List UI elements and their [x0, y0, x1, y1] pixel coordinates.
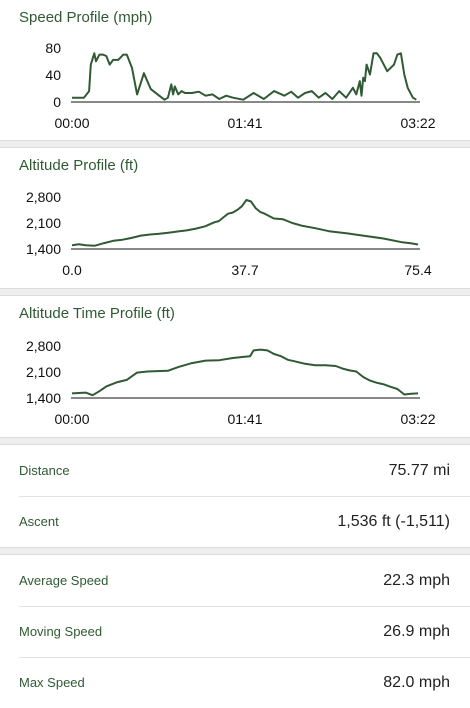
- y-tick-label: 2,800: [26, 338, 61, 354]
- stat-label: Distance: [19, 463, 70, 478]
- stat-row-moving-speed: Moving Speed 26.9 mph: [0, 606, 470, 657]
- altitude-profile-chart: 2,800 2,100 1,400 0.0 37.7 75.4: [26, 189, 432, 278]
- stat-row-distance: Distance 75.77 mi: [0, 445, 470, 496]
- y-tick-label: 2,100: [26, 215, 61, 231]
- x-tick-label: 75.4: [404, 262, 431, 278]
- altitude-time-profile-chart: 2,800 2,100 1,400 00:00 01:41 03:22: [26, 338, 436, 427]
- speed-stats-section: Average Speed 22.3 mph Moving Speed 26.9…: [0, 555, 470, 708]
- chart-title: Altitude Profile (ft): [19, 157, 139, 174]
- y-tick-label: 1,400: [26, 241, 61, 257]
- y-tick-label: 1,400: [26, 390, 61, 406]
- stat-row-max-speed: Max Speed 82.0 mph: [0, 657, 470, 708]
- chart-title: Speed Profile (mph): [19, 9, 153, 26]
- x-tick-label: 0.0: [62, 262, 82, 278]
- y-tick-label: 2,800: [26, 189, 61, 205]
- x-tick-label: 01:41: [227, 115, 262, 131]
- stat-label: Max Speed: [19, 675, 85, 690]
- y-tick-label: 80: [45, 40, 61, 56]
- section-divider: [0, 547, 470, 555]
- stat-value: 26.9 mph: [383, 622, 450, 640]
- section-divider: [0, 437, 470, 445]
- stat-row-ascent: Ascent 1,536 ft (-1,511): [0, 496, 470, 547]
- stat-value: 82.0 mph: [383, 673, 450, 691]
- section-divider: [0, 288, 470, 296]
- stat-label: Moving Speed: [19, 624, 103, 639]
- stat-value: 75.77 mi: [388, 461, 450, 479]
- distance-stats-section: Distance 75.77 mi Ascent 1,536 ft (-1,51…: [0, 445, 470, 547]
- speed-profile-chart: 80 40 0 00:00 01:41 03:22: [45, 40, 435, 131]
- section-divider: [0, 140, 470, 148]
- altitude-time-series-line: [71, 348, 419, 397]
- x-tick-label: 01:41: [227, 411, 262, 427]
- stat-value: 1,536 ft (-1,511): [337, 512, 450, 530]
- x-tick-label: 00:00: [54, 115, 89, 131]
- stat-row-average-speed: Average Speed 22.3 mph: [0, 555, 470, 606]
- chart-title: Altitude Time Profile (ft): [19, 305, 175, 322]
- altitude-time-profile-card: Altitude Time Profile (ft) 2,800 2,100 1…: [0, 296, 470, 437]
- x-tick-label: 03:22: [400, 411, 435, 427]
- altitude-series-line: [71, 199, 419, 247]
- speed-series-line: [72, 52, 417, 101]
- stat-label: Average Speed: [19, 573, 109, 588]
- speed-profile-card: Speed Profile (mph) 80 40 0 00:00 01:41 …: [0, 0, 470, 140]
- stat-label: Ascent: [19, 514, 59, 529]
- y-tick-label: 40: [45, 67, 61, 83]
- stat-value: 22.3 mph: [383, 571, 450, 589]
- x-tick-label: 00:00: [54, 411, 89, 427]
- x-tick-label: 37.7: [231, 262, 258, 278]
- y-tick-label: 0: [53, 94, 61, 110]
- x-tick-label: 03:22: [400, 115, 435, 131]
- y-tick-label: 2,100: [26, 364, 61, 380]
- altitude-profile-card: Altitude Profile (ft) 2,800 2,100 1,400 …: [0, 148, 470, 288]
